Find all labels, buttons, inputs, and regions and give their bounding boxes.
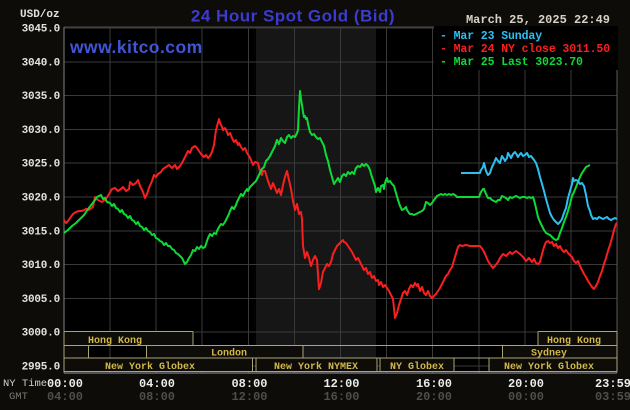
- svg-text:GMT: GMT: [9, 391, 28, 403]
- svg-text:www.kitco.com: www.kitco.com: [69, 37, 203, 57]
- svg-text:3045.0: 3045.0: [22, 24, 60, 36]
- svg-text:3040.0: 3040.0: [22, 57, 60, 69]
- svg-text:08:00: 08:00: [231, 377, 267, 391]
- svg-text:16:00: 16:00: [323, 390, 359, 404]
- svg-text:3020.0: 3020.0: [22, 193, 60, 205]
- svg-text:NY Time: NY Time: [3, 378, 47, 390]
- svg-text:- Mar 24 NY close 3011.50: - Mar 24 NY close 3011.50: [440, 43, 610, 56]
- svg-text:24 Hour Spot Gold (Bid): 24 Hour Spot Gold (Bid): [191, 7, 395, 26]
- svg-text:20:00: 20:00: [416, 390, 452, 404]
- svg-text:New York Globex: New York Globex: [504, 361, 594, 373]
- svg-text:- Mar 23 Sunday: - Mar 23 Sunday: [440, 30, 542, 43]
- svg-text:03:59: 03:59: [595, 390, 630, 404]
- svg-text:London: London: [211, 348, 247, 360]
- svg-text:- Mar 25 Last 3023.70: - Mar 25 Last 3023.70: [440, 56, 583, 69]
- svg-text:USD/oz: USD/oz: [20, 9, 60, 21]
- svg-text:16:00: 16:00: [416, 377, 452, 391]
- svg-text:2995.0: 2995.0: [22, 362, 60, 374]
- svg-text:00:00: 00:00: [508, 390, 544, 404]
- svg-text:04:00: 04:00: [47, 390, 83, 404]
- svg-text:12:00: 12:00: [323, 377, 359, 391]
- svg-text:New York Globex: New York Globex: [105, 361, 195, 373]
- svg-text:04:00: 04:00: [139, 377, 175, 391]
- svg-text:3035.0: 3035.0: [22, 91, 60, 103]
- svg-text:3000.0: 3000.0: [22, 328, 60, 340]
- svg-text:March 25, 2025 22:49: March 25, 2025 22:49: [466, 13, 610, 27]
- svg-text:23:59: 23:59: [595, 377, 630, 391]
- svg-text:New York NYMEX: New York NYMEX: [274, 361, 358, 373]
- svg-text:08:00: 08:00: [139, 390, 175, 404]
- svg-text:3005.0: 3005.0: [22, 294, 60, 306]
- svg-text:12:00: 12:00: [231, 390, 267, 404]
- svg-text:Sydney: Sydney: [531, 348, 567, 360]
- svg-text:3025.0: 3025.0: [22, 159, 60, 171]
- svg-text:3030.0: 3030.0: [22, 125, 60, 137]
- svg-text:Hong Kong: Hong Kong: [547, 336, 601, 347]
- svg-text:Hong Kong: Hong Kong: [88, 336, 142, 347]
- svg-text:20:00: 20:00: [508, 377, 544, 391]
- svg-text:3010.0: 3010.0: [22, 260, 60, 272]
- svg-text:NY Globex: NY Globex: [390, 361, 444, 373]
- svg-text:00:00: 00:00: [47, 377, 83, 391]
- svg-text:3015.0: 3015.0: [22, 226, 60, 238]
